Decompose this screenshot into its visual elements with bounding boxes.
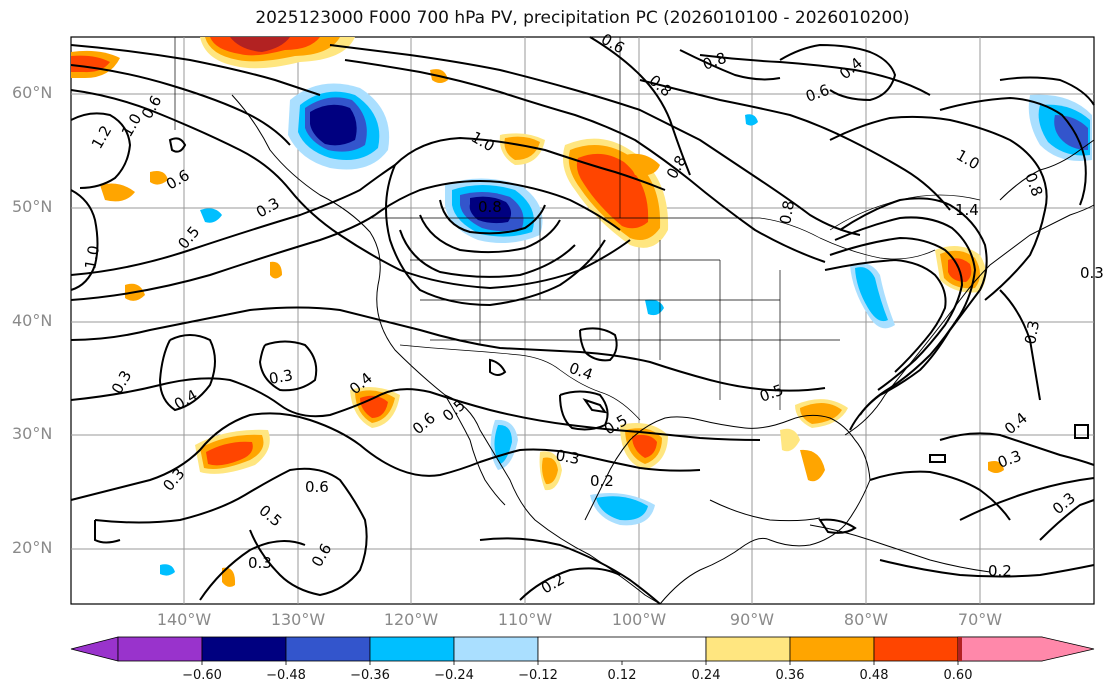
lon-label: 100°W — [611, 610, 667, 629]
lon-label: 140°W — [156, 610, 212, 629]
colorbar-tick-label: −0.24 — [434, 668, 474, 683]
contour-label: 1.4 — [955, 201, 979, 219]
colorbar-tick-label: 0.60 — [943, 668, 973, 683]
lat-label: 30°N — [12, 424, 53, 443]
lon-label: 120°W — [383, 610, 439, 629]
colorbar-tick-label: −0.36 — [350, 668, 390, 683]
plot-frame — [70, 36, 1095, 605]
colorbar-tick-label: 0.12 — [607, 668, 637, 683]
contour-label: 0.8 — [776, 199, 798, 226]
lon-label: 70°W — [957, 610, 1003, 629]
colorbar-tick-label: −0.48 — [266, 668, 306, 683]
contour-label: 0.3 — [1080, 264, 1104, 282]
contour-label: 0.3 — [1021, 319, 1043, 346]
contour-label: 0.3 — [554, 446, 581, 468]
colorbar-tick-label: 0.24 — [691, 668, 721, 683]
pv-contours — [70, 36, 1095, 605]
contour-label: 0.3 — [248, 554, 272, 572]
graticule — [71, 37, 1094, 604]
lat-label: 60°N — [12, 83, 53, 102]
contour-label: 0.6 — [305, 478, 329, 496]
colorbar-ticks — [201, 661, 959, 665]
lon-label: 130°W — [270, 610, 326, 629]
lon-label: 90°W — [729, 610, 775, 629]
lat-label: 50°N — [12, 197, 53, 216]
precip-shading — [71, 37, 1092, 587]
colorbar-tick-label: 0.48 — [859, 668, 889, 683]
lon-label: 80°W — [843, 610, 889, 629]
contour-label: 1.0 — [81, 244, 103, 271]
map-title: 2025123000 F000 700 hPa PV, precipitatio… — [255, 8, 910, 28]
lon-label: 110°W — [497, 610, 553, 629]
contour-label: 0.3 — [268, 366, 295, 388]
colorbar-tick-label: −0.60 — [182, 668, 222, 683]
borders — [174, 37, 981, 421]
contour-label: 0.8 — [478, 198, 502, 216]
colorbar-tick-label: 0.36 — [775, 668, 805, 683]
lat-label: 40°N — [12, 311, 53, 330]
lat-label: 20°N — [12, 538, 53, 557]
colorbar — [70, 636, 1095, 662]
contour-label: 0.2 — [590, 472, 614, 490]
colorbar-tick-label: −0.12 — [518, 668, 558, 683]
contour-label: 0.2 — [988, 562, 1012, 580]
